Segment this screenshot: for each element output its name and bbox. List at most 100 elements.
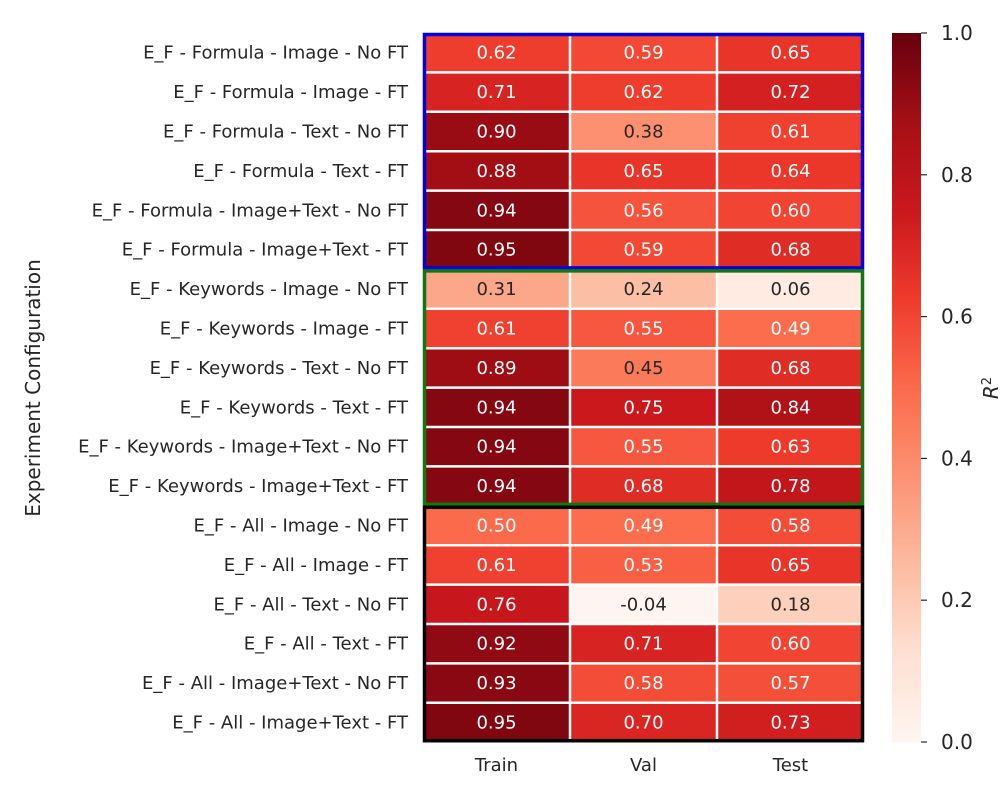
cell-value-label: 0.64 (770, 161, 810, 182)
cell-value-label: 0.89 (476, 358, 516, 379)
cell-value-label: 0.75 (623, 397, 663, 418)
heatmap-cell (570, 387, 717, 427)
cell-value-label: 0.73 (770, 713, 810, 734)
cell-value-label: 0.93 (476, 673, 516, 694)
cell-value-label: 0.60 (770, 200, 810, 221)
cell-value-label: 0.68 (770, 358, 810, 379)
heatmap-cell (423, 190, 570, 230)
colorbar-tick-label: 0.2 (941, 588, 973, 612)
colorbar-label: R2 (979, 377, 1000, 399)
row-label: E_F - Formula - Image+Text - No FT (92, 200, 409, 221)
cell-value-label: 0.71 (476, 82, 516, 103)
cell-value-label: 0.24 (623, 279, 663, 300)
heatmap-cell (423, 348, 570, 388)
cell-value-label: 0.59 (623, 43, 663, 64)
row-label: E_F - Keywords - Text - No FT (150, 358, 409, 379)
heatmap-cell (717, 111, 864, 152)
cell-value-label: 0.65 (623, 161, 663, 182)
heatmap-cell (570, 33, 717, 73)
row-label: E_F - Keywords - Image - FT (160, 319, 409, 340)
heatmap-cell (570, 151, 717, 191)
cell-value-label: 0.60 (770, 634, 810, 655)
cell-value-label: 0.49 (623, 516, 663, 537)
heatmap-cell (570, 624, 717, 664)
cell-value-label: 0.84 (770, 397, 810, 418)
heatmap-cell (423, 387, 570, 427)
row-label: E_F - All - Image - No FT (194, 516, 409, 537)
row-label: E_F - Formula - Text - No FT (163, 122, 409, 143)
heatmap-cell (423, 269, 570, 309)
cell-value-label: 0.65 (770, 43, 810, 64)
colorbar-tick-label: 0.6 (941, 305, 973, 329)
colorbar-label-superscript: 2 (980, 377, 995, 385)
cell-value-label: 0.61 (770, 122, 810, 143)
heatmap-cell (570, 348, 717, 388)
heatmap-cells: 0.62 0.59 0.65 0.71 0.62 0.72 0.90 0.38 0.61 0.88… (423, 33, 864, 743)
heatmap-cell (570, 702, 717, 743)
heatmap-cell (423, 584, 570, 624)
row-label: E_F - Formula - Text - FT (193, 161, 409, 182)
cell-value-label: 0.55 (623, 437, 663, 458)
heatmap-cell (717, 427, 864, 467)
heatmap-cell (717, 72, 864, 112)
heatmap-cell (717, 190, 864, 230)
heatmap-cell (423, 505, 570, 546)
cell-value-label: -0.04 (620, 594, 667, 615)
heatmap-cell (717, 702, 864, 743)
heatmap-cell (717, 33, 864, 73)
heatmap-cell (570, 72, 717, 112)
cell-value-label: 0.38 (623, 122, 663, 143)
row-label: E_F - All - Text - FT (244, 634, 409, 655)
cell-value-label: 0.95 (476, 240, 516, 261)
heatmap-cell (423, 111, 570, 152)
heatmap-cell (423, 308, 570, 349)
heatmap-cell (423, 33, 570, 73)
cell-value-label: 0.06 (770, 279, 810, 300)
heatmap-cell (570, 466, 717, 506)
cell-value-label: 0.61 (476, 555, 516, 576)
column-label: Train (474, 755, 518, 776)
heatmap-cell (717, 269, 864, 309)
row-label: E_F - Keywords - Image+Text - FT (108, 476, 409, 497)
colorbar-ticks: 0.0 0.2 0.4 0.6 0.8 1.0 (921, 21, 973, 754)
cell-value-label: 0.31 (476, 279, 516, 300)
cell-value-label: 0.55 (623, 319, 663, 340)
group-borders (422, 32, 865, 743)
heatmap-cell (717, 230, 864, 270)
heatmap-cell (717, 584, 864, 624)
heatmap-cell (570, 308, 717, 349)
heatmap-cell (423, 702, 570, 743)
column-label: Test (772, 755, 808, 776)
cell-value-label: 0.76 (476, 594, 516, 615)
colorbar-gradient (892, 33, 921, 742)
group-border (422, 269, 865, 507)
cell-value-label: 0.94 (476, 437, 516, 458)
heatmap-cell (717, 348, 864, 388)
colorbar: 0.0 0.2 0.4 0.6 0.8 1.0 R2 (892, 21, 1000, 754)
cell-value-label: 0.94 (476, 397, 516, 418)
heatmap-cell (423, 230, 570, 270)
cell-value-label: 0.63 (770, 437, 810, 458)
cell-value-label: 0.53 (623, 555, 663, 576)
cell-value-label: 0.90 (476, 122, 516, 143)
cell-value-label: 0.57 (770, 673, 810, 694)
heatmap-cell (423, 663, 570, 703)
heatmap-cell (570, 230, 717, 270)
group-border (422, 32, 865, 270)
row-label: E_F - Formula - Image - No FT (143, 43, 409, 64)
cell-value-label: 0.45 (623, 358, 663, 379)
heatmap-cell (717, 387, 864, 427)
cell-value-label: 0.68 (623, 476, 663, 497)
cell-value-label: 0.65 (770, 555, 810, 576)
heatmap-cell (423, 72, 570, 112)
cell-value-label: 0.72 (770, 82, 810, 103)
heatmap-cell (717, 624, 864, 664)
row-labels: E_F - Formula - Image - No FT E_F - Formu… (78, 43, 409, 734)
row-label: E_F - Formula - Image+Text - FT (122, 240, 409, 261)
heatmap-cell (717, 151, 864, 191)
heatmap-cell (570, 427, 717, 467)
heatmap-cell (570, 269, 717, 309)
heatmap-cell (423, 466, 570, 506)
cell-value-label: 0.70 (623, 713, 663, 734)
